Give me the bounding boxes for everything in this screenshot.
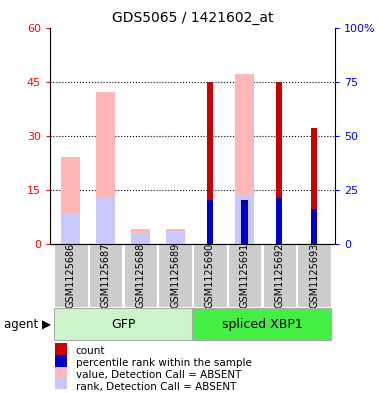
- Bar: [55, 378, 67, 393]
- Text: rank, Detection Call = ABSENT: rank, Detection Call = ABSENT: [76, 382, 236, 392]
- Text: spliced XBP1: spliced XBP1: [222, 318, 302, 331]
- Bar: [159, 244, 192, 307]
- Text: GSM1125686: GSM1125686: [66, 242, 76, 308]
- Bar: [241, 200, 248, 244]
- Bar: [96, 198, 115, 244]
- Bar: [166, 229, 185, 244]
- Bar: [228, 244, 261, 307]
- Bar: [55, 343, 67, 360]
- Bar: [311, 209, 317, 244]
- Bar: [61, 213, 80, 244]
- Text: agent ▶: agent ▶: [4, 318, 51, 331]
- Text: GSM1125690: GSM1125690: [205, 242, 215, 308]
- Bar: [124, 244, 157, 307]
- Bar: [193, 244, 226, 307]
- Text: percentile rank within the sample: percentile rank within the sample: [76, 358, 252, 368]
- Text: GSM1125689: GSM1125689: [170, 242, 180, 308]
- Bar: [131, 229, 150, 244]
- Bar: [54, 244, 87, 307]
- Text: GSM1125692: GSM1125692: [275, 242, 285, 308]
- Text: GSM1125693: GSM1125693: [309, 242, 319, 308]
- Bar: [263, 244, 296, 307]
- Text: GSM1125687: GSM1125687: [100, 242, 110, 308]
- Bar: [311, 129, 317, 244]
- Bar: [131, 233, 150, 244]
- Bar: [89, 244, 122, 307]
- Bar: [96, 92, 115, 244]
- Bar: [276, 81, 283, 244]
- Text: GSM1125691: GSM1125691: [239, 242, 249, 308]
- Bar: [193, 308, 331, 340]
- Bar: [54, 308, 192, 340]
- Bar: [166, 231, 185, 244]
- Text: count: count: [76, 346, 105, 356]
- Bar: [55, 355, 67, 371]
- Bar: [55, 367, 67, 383]
- Bar: [207, 81, 213, 244]
- Text: GSM1125688: GSM1125688: [136, 242, 146, 308]
- Bar: [207, 200, 213, 244]
- Bar: [235, 74, 254, 244]
- Text: GFP: GFP: [111, 318, 135, 331]
- Bar: [276, 198, 283, 244]
- Text: value, Detection Call = ABSENT: value, Detection Call = ABSENT: [76, 370, 241, 380]
- Bar: [235, 196, 254, 244]
- Bar: [61, 157, 80, 244]
- Bar: [298, 244, 331, 307]
- Title: GDS5065 / 1421602_at: GDS5065 / 1421602_at: [112, 11, 273, 25]
